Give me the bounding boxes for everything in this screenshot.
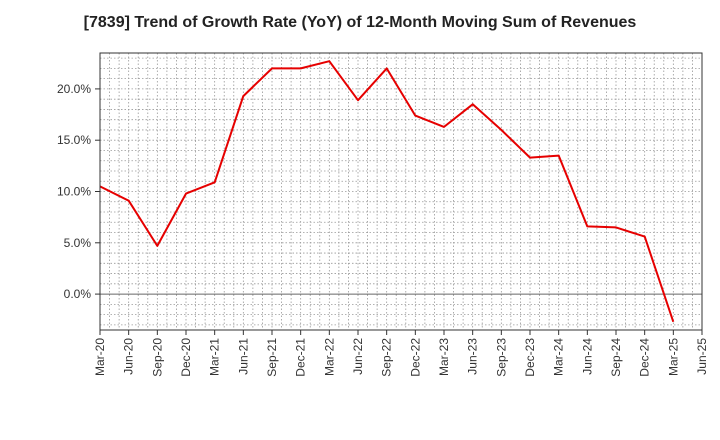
x-tick-label: Sep-23 [494, 338, 508, 377]
x-tick-label: Sep-22 [380, 338, 394, 377]
x-tick-label: Dec-20 [179, 338, 193, 377]
x-tick-label: Dec-24 [638, 338, 652, 377]
y-tick-label: 5.0% [64, 236, 92, 250]
x-tick-label: Jun-22 [351, 338, 365, 375]
x-tick-label: Sep-20 [150, 338, 164, 377]
x-tick-label: Sep-21 [265, 338, 279, 377]
series-line [99, 60, 675, 323]
x-tick-label: Mar-22 [322, 338, 336, 376]
chart-title: [7839] Trend of Growth Rate (YoY) of 12-… [83, 14, 637, 31]
y-tick-label: 10.0% [57, 185, 91, 199]
x-tick-label: Jun-24 [580, 338, 594, 375]
x-tick-label: Mar-23 [437, 338, 451, 376]
y-tick-label: 0.0% [64, 287, 92, 301]
x-tick-label: Jun-20 [122, 338, 136, 375]
x-tick-label: Jun-21 [236, 338, 250, 375]
x-tick-label: Jun-25 [695, 338, 709, 375]
x-tick-label: Dec-23 [523, 338, 537, 377]
x-tick-label: Mar-25 [666, 338, 680, 376]
x-tick-label: Dec-21 [294, 338, 308, 377]
x-tick-label: Sep-24 [609, 338, 623, 377]
x-tick-label: Mar-24 [552, 338, 566, 376]
y-tick-labels: 0.0% 5.0% 10.0% 15.0% 20.0% [57, 82, 100, 301]
y-tick-label: 15.0% [57, 133, 91, 147]
x-tick-label: Mar-20 [93, 338, 107, 376]
grid-layer [100, 53, 702, 330]
x-tick-label: Jun-23 [466, 338, 480, 375]
y-tick-label: 20.0% [57, 82, 91, 96]
x-tick-labels: Mar-20 Jun-20 Sep-20 Dec-20 Mar-21 Jun-21 Sep-… [93, 330, 709, 377]
series-layer [99, 60, 675, 323]
x-tick-label: Mar-21 [208, 338, 222, 376]
x-tick-label: Dec-22 [408, 338, 422, 377]
